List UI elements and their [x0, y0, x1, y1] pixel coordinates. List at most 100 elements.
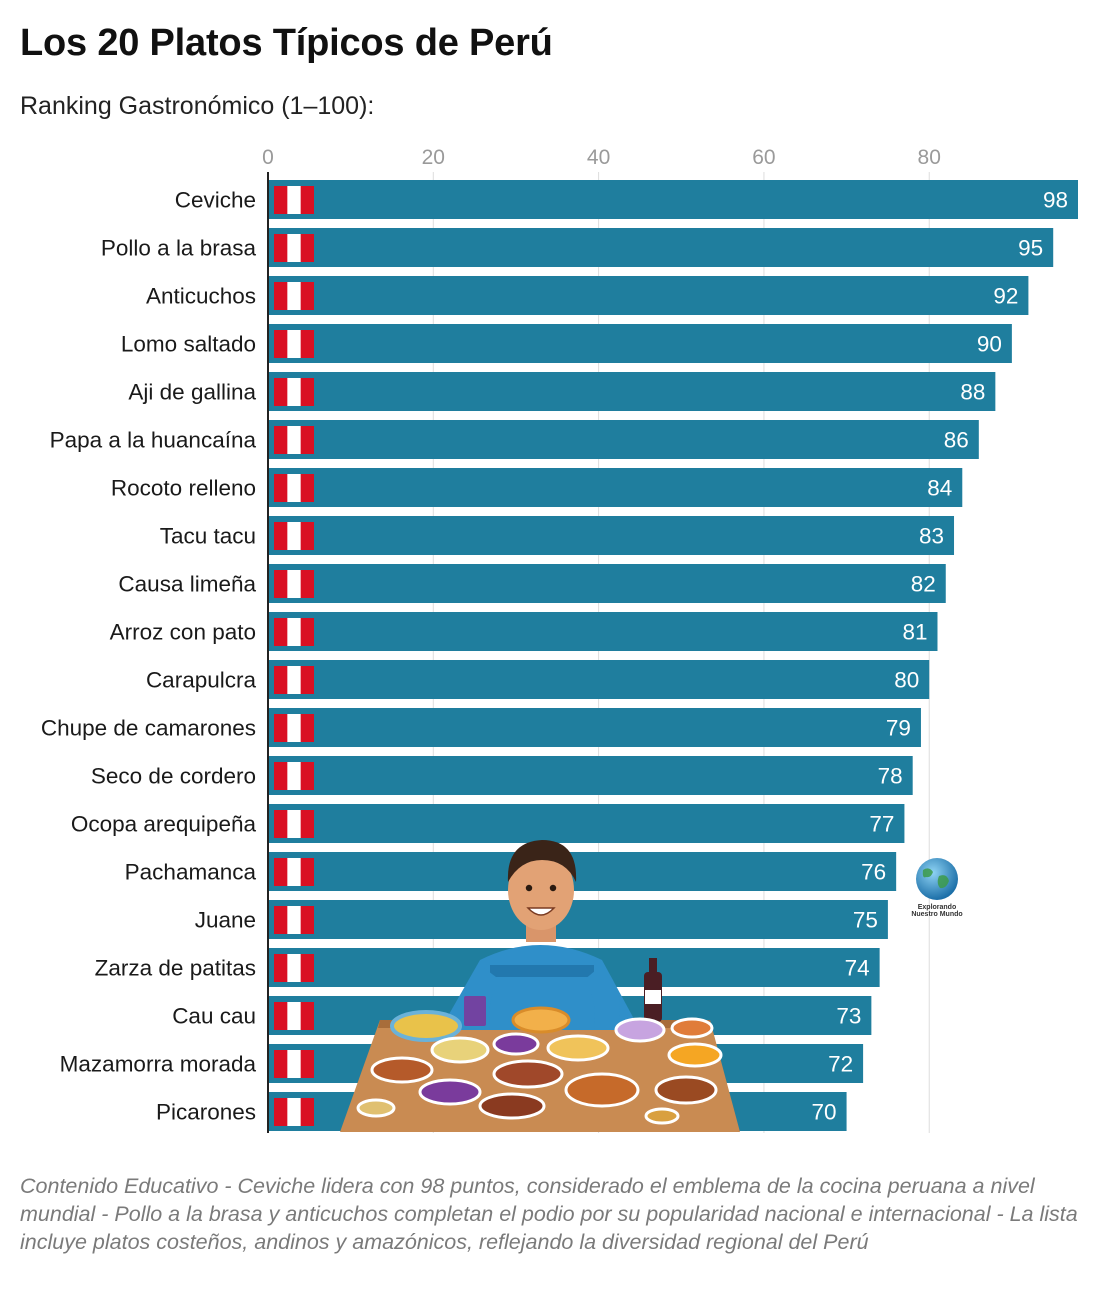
category-label: Ceviche	[175, 188, 256, 213]
category-label: Seco de cordero	[91, 764, 256, 789]
value-label: 74	[845, 956, 870, 981]
chart-subtitle: Ranking Gastronómico (1–100):	[20, 92, 375, 120]
flag-stripe	[300, 1098, 314, 1126]
flag-stripe	[300, 1050, 314, 1078]
category-label: Causa limeña	[118, 572, 256, 597]
value-label: 77	[869, 812, 894, 837]
flag-stripe	[274, 954, 288, 982]
person-eating-illustration	[340, 840, 740, 1132]
bar	[268, 660, 930, 699]
category-label: Arroz con pato	[110, 620, 256, 645]
flag-stripe	[300, 666, 314, 694]
flag-stripe	[274, 906, 288, 934]
flag-stripe	[300, 810, 314, 838]
flag-stripe	[300, 714, 314, 742]
flag-stripe	[300, 858, 314, 886]
value-label: 73	[836, 1004, 861, 1029]
bar	[268, 180, 1078, 219]
flag-stripe	[300, 186, 314, 214]
flag-stripe	[300, 618, 314, 646]
category-label: Chupe de camarones	[41, 716, 256, 741]
category-label: Ocopa arequipeña	[71, 812, 257, 837]
globe-icon	[916, 858, 958, 900]
flag-stripe	[300, 954, 314, 982]
category-label: Aji de gallina	[128, 380, 256, 405]
category-label: Pachamanca	[125, 860, 257, 885]
category-label: Tacu tacu	[160, 524, 256, 549]
flag-stripe	[274, 618, 288, 646]
bar	[268, 324, 1012, 363]
flag-stripe	[300, 378, 314, 406]
value-label: 80	[894, 668, 919, 693]
category-label: Mazamorra morada	[60, 1052, 257, 1077]
flag-stripe	[300, 282, 314, 310]
value-label: 76	[861, 860, 886, 885]
flag-stripe	[274, 714, 288, 742]
category-label: Cau cau	[172, 1004, 256, 1029]
flag-stripe	[274, 1002, 288, 1030]
bar	[268, 468, 963, 507]
value-label: 95	[1018, 236, 1043, 261]
flag-stripe	[300, 906, 314, 934]
chart-caption: Contenido Educativo - Ceviche lidera con…	[20, 1174, 1078, 1254]
flag-stripe	[274, 1098, 288, 1126]
flag-stripe	[274, 810, 288, 838]
value-label: 81	[902, 620, 927, 645]
flag-stripe	[300, 426, 314, 454]
category-label: Rocoto relleno	[111, 476, 256, 501]
flag-stripe	[274, 234, 288, 262]
bar	[268, 420, 979, 459]
flag-stripe	[274, 330, 288, 358]
flag-stripe	[300, 474, 314, 502]
category-label: Pollo a la brasa	[101, 236, 257, 261]
bar	[268, 852, 897, 891]
category-label: Juane	[195, 908, 256, 933]
bar	[268, 756, 913, 795]
flag-stripe	[274, 282, 288, 310]
bar	[268, 276, 1029, 315]
flag-stripe	[300, 570, 314, 598]
value-label: 83	[919, 524, 944, 549]
flag-stripe	[274, 666, 288, 694]
value-label: 79	[886, 716, 911, 741]
flag-stripe	[274, 522, 288, 550]
flag-stripe	[274, 186, 288, 214]
bar	[268, 564, 946, 603]
value-label: 72	[828, 1052, 853, 1077]
flag-stripe	[274, 378, 288, 406]
brand-logo: Explorando Nuestro Mundo	[905, 856, 969, 926]
flag-stripe	[300, 234, 314, 262]
bar	[268, 708, 921, 747]
flag-stripe	[300, 762, 314, 790]
category-label: Lomo saltado	[121, 332, 256, 357]
value-label: 88	[960, 380, 985, 405]
flag-stripe	[274, 474, 288, 502]
category-label: Zarza de patitas	[95, 956, 256, 981]
value-label: 70	[812, 1100, 837, 1125]
category-label: Anticuchos	[146, 284, 256, 309]
flag-stripe	[274, 570, 288, 598]
x-tick-label: 20	[422, 146, 445, 169]
flag-stripe	[300, 330, 314, 358]
x-tick-label: 40	[587, 146, 610, 169]
value-label: 86	[944, 428, 969, 453]
x-tick-label: 80	[918, 146, 941, 169]
bar-chart: 0 20 40 60 80 Ceviche 98 Pollo a la brasa 95 Anti…	[41, 146, 1078, 1133]
value-label: 90	[977, 332, 1002, 357]
value-label: 84	[927, 476, 952, 501]
value-label: 92	[993, 284, 1018, 309]
bar	[268, 372, 996, 411]
bar	[268, 900, 888, 939]
flag-stripe	[274, 858, 288, 886]
logo-text: Explorando Nuestro Mundo	[911, 904, 963, 918]
flag-stripe	[300, 522, 314, 550]
value-label: 78	[878, 764, 903, 789]
flag-stripe	[300, 1002, 314, 1030]
flag-stripe	[274, 762, 288, 790]
category-label: Picarones	[156, 1100, 256, 1125]
bar	[268, 612, 938, 651]
flag-stripe	[274, 1050, 288, 1078]
flag-stripe	[274, 426, 288, 454]
value-label: 98	[1043, 188, 1068, 213]
category-label: Carapulcra	[146, 668, 257, 693]
